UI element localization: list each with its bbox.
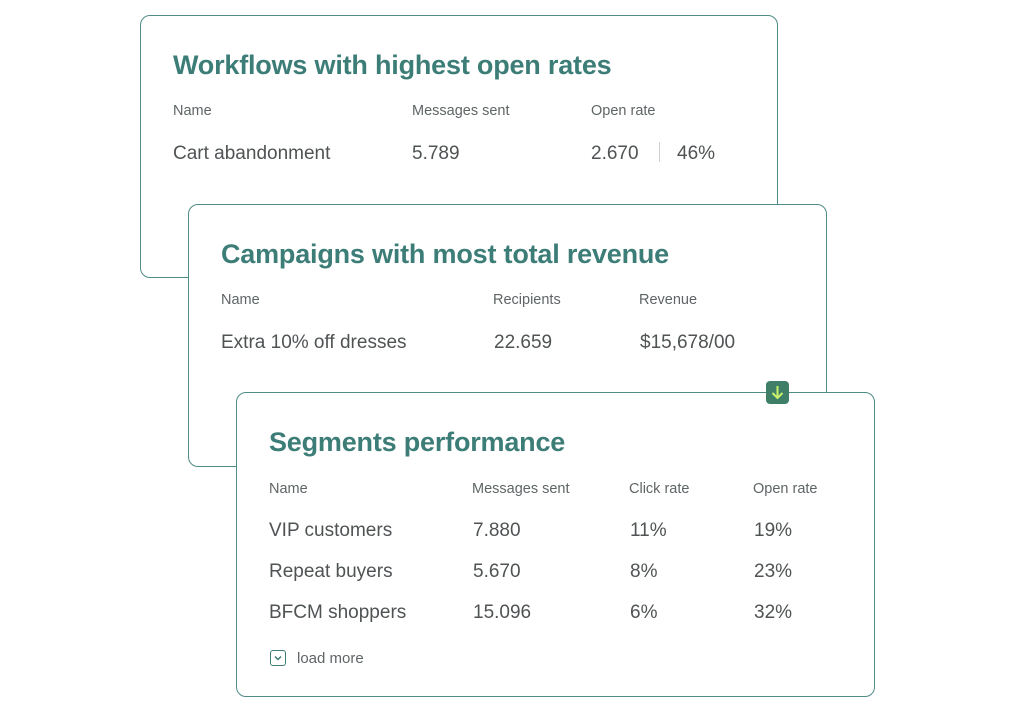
column-header: Messages sent <box>412 103 510 119</box>
download-button[interactable] <box>766 381 789 404</box>
table-cell: Repeat buyers <box>269 561 393 582</box>
column-header: Recipients <box>493 292 561 308</box>
card-title: Workflows with highest open rates <box>173 50 612 80</box>
column-header: Name <box>269 481 308 497</box>
column-header: Name <box>221 292 260 308</box>
table-cell: BFCM shoppers <box>269 602 407 623</box>
column-header: Name <box>173 103 212 119</box>
column-header: Open rate <box>591 103 656 119</box>
column-header: Revenue <box>639 292 698 308</box>
table-cell: 5.670 <box>473 561 521 582</box>
download-icon <box>771 386 784 400</box>
divider <box>659 142 660 162</box>
load-more[interactable]: load more <box>297 650 364 667</box>
chevron <box>274 655 282 661</box>
table-cell: 5.789 <box>412 143 460 164</box>
table-cell: 46% <box>677 143 716 164</box>
table-cell: 15.096 <box>473 602 532 623</box>
table-cell: 8% <box>630 561 658 582</box>
table-cell: 32% <box>754 602 793 623</box>
column-header: Click rate <box>629 481 690 497</box>
column-header: Open rate <box>753 481 818 497</box>
card-title: Segments performance <box>269 427 566 457</box>
table-cell: 11% <box>630 520 667 541</box>
table-cell: $15,678/00 <box>640 332 736 353</box>
table-cell: Extra 10% off dresses <box>221 332 407 353</box>
card: Segments performance Name Messages sent Cli… <box>236 392 875 697</box>
table-cell: 19% <box>754 520 793 541</box>
column-header: Messages sent <box>472 481 570 497</box>
load-more-icon[interactable] <box>270 650 286 666</box>
table-cell: 6% <box>630 602 658 623</box>
table-cell: 23% <box>754 561 793 582</box>
card-title: Campaigns with most total revenue <box>221 239 669 269</box>
table-cell: 22.659 <box>494 332 553 353</box>
table-cell: Cart abandonment <box>173 143 331 164</box>
table-cell: VIP customers <box>269 520 393 541</box>
table-cell: 7.880 <box>473 520 521 541</box>
table-cell: 2.670 <box>591 143 639 164</box>
